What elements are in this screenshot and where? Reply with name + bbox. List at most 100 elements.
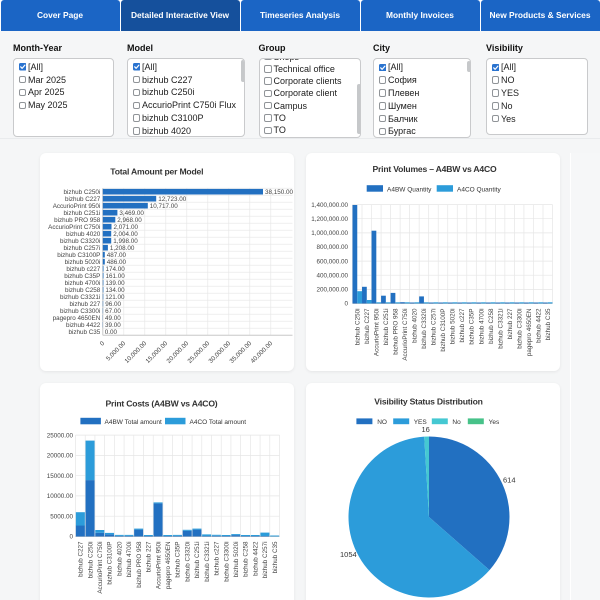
svg-text:39.00: 39.00 xyxy=(105,322,121,329)
svg-text:bizhub 4422: bizhub 4422 xyxy=(252,541,259,576)
svg-text:486.00: 486.00 xyxy=(106,259,126,266)
svg-text:2,071.00: 2,071.00 xyxy=(113,224,138,231)
svg-text:161.00: 161.00 xyxy=(105,273,125,280)
svg-text:400,000.00: 400,000.00 xyxy=(316,272,348,279)
svg-text:bizhub C35: bizhub C35 xyxy=(68,329,100,336)
svg-text:No: No xyxy=(452,419,461,426)
svg-text:bizhub 5020i: bizhub 5020i xyxy=(233,541,240,577)
svg-text:25000.00: 25000.00 xyxy=(46,432,73,439)
svg-text:A4BW Total amount: A4BW Total amount xyxy=(104,418,162,425)
svg-text:10000.00: 10000.00 xyxy=(46,493,73,500)
svg-text:bizhub PRO 958: bizhub PRO 958 xyxy=(392,308,399,355)
svg-text:bizhub C3321i: bizhub C3321i xyxy=(203,541,210,581)
svg-text:5000.00: 5000.00 xyxy=(50,513,73,520)
svg-text:bizhub c227: bizhub c227 xyxy=(213,541,220,575)
svg-text:bizhub C227: bizhub C227 xyxy=(364,308,371,344)
svg-text:bizhub C258: bizhub C258 xyxy=(242,541,249,577)
svg-text:1054: 1054 xyxy=(340,550,357,559)
svg-text:bizhub 4700i: bizhub 4700i xyxy=(478,308,485,344)
svg-text:bizhub 4020: bizhub 4020 xyxy=(65,231,100,238)
svg-text:bizhub PRO 958: bizhub PRO 958 xyxy=(54,217,101,224)
svg-text:200,000.00: 200,000.00 xyxy=(316,286,348,293)
svg-text:2,968.00: 2,968.00 xyxy=(117,217,142,224)
svg-text:bizhub C3300i: bizhub C3300i xyxy=(516,308,523,348)
svg-text:Print Volumes – A4BW vs A4CO: Print Volumes – A4BW vs A4CO xyxy=(372,164,496,174)
svg-text:bizhub C251i: bizhub C251i xyxy=(383,308,390,345)
svg-text:40,000.00: 40,000.00 xyxy=(249,340,274,365)
svg-text:bizhub C257i: bizhub C257i xyxy=(262,541,269,578)
svg-text:1,400,000.00: 1,400,000.00 xyxy=(311,202,348,209)
svg-text:bizhub C3320i: bizhub C3320i xyxy=(184,541,191,581)
svg-text:1,998.00: 1,998.00 xyxy=(113,238,138,245)
svg-text:0.00: 0.00 xyxy=(104,329,117,336)
svg-text:Total Amount per Model: Total Amount per Model xyxy=(110,166,203,176)
svg-text:A4CO Total amount: A4CO Total amount xyxy=(189,418,246,425)
svg-text:134.00: 134.00 xyxy=(105,287,125,294)
svg-text:Yes: Yes xyxy=(488,419,499,426)
svg-text:bizhub C3100P: bizhub C3100P xyxy=(57,252,100,259)
svg-text:A4BW Quantity: A4BW Quantity xyxy=(387,186,432,193)
svg-text:1,208.00: 1,208.00 xyxy=(109,245,134,252)
svg-text:38,150.00: 38,150.00 xyxy=(265,189,294,196)
svg-text:bizhub 5020i: bizhub 5020i xyxy=(449,308,456,344)
svg-text:bizhub 227: bizhub 227 xyxy=(69,301,100,308)
svg-text:614: 614 xyxy=(503,475,516,484)
svg-text:bizhub C3321i: bizhub C3321i xyxy=(497,308,504,348)
svg-text:A4CO Quantity: A4CO Quantity xyxy=(457,186,501,193)
svg-text:AccurioPrint 950i: AccurioPrint 950i xyxy=(373,308,380,356)
svg-text:0: 0 xyxy=(69,533,73,540)
svg-text:3,469.00: 3,469.00 xyxy=(119,210,144,217)
svg-text:bizhub C257i: bizhub C257i xyxy=(430,308,437,345)
svg-text:bizhub C258: bizhub C258 xyxy=(64,287,100,294)
svg-text:2,004.00: 2,004.00 xyxy=(113,231,138,238)
svg-text:bizhub C250i: bizhub C250i xyxy=(87,541,94,578)
svg-text:bizhub C3300i: bizhub C3300i xyxy=(60,308,100,315)
svg-text:1,200,000.00: 1,200,000.00 xyxy=(311,216,348,223)
svg-text:bizhub C3321i: bizhub C3321i xyxy=(60,294,100,301)
svg-text:bizhub C251i: bizhub C251i xyxy=(194,541,201,578)
svg-text:bizhub C35P: bizhub C35P xyxy=(468,308,475,344)
svg-text:1,000,000.00: 1,000,000.00 xyxy=(311,230,348,237)
svg-text:bizhub 4422: bizhub 4422 xyxy=(535,308,542,343)
svg-text:67.00: 67.00 xyxy=(105,308,121,315)
svg-text:121.00: 121.00 xyxy=(105,294,125,301)
svg-text:487.00: 487.00 xyxy=(106,252,126,259)
svg-text:pagepro 4650EN: pagepro 4650EN xyxy=(52,315,100,322)
svg-text:bizhub C3320i: bizhub C3320i xyxy=(60,238,100,245)
svg-text:0: 0 xyxy=(344,300,348,307)
svg-text:AccurioPrint 950i: AccurioPrint 950i xyxy=(155,541,162,589)
svg-text:96.00: 96.00 xyxy=(105,301,121,308)
svg-text:49.00: 49.00 xyxy=(105,315,121,322)
svg-text:bizhub 4700i: bizhub 4700i xyxy=(64,280,100,287)
svg-text:Visibility Status Distribution: Visibility Status Distribution xyxy=(374,396,482,406)
svg-text:Print Costs (A4BW vs A4CO): Print Costs (A4BW vs A4CO) xyxy=(105,398,217,408)
svg-text:AccurioPrint 950i: AccurioPrint 950i xyxy=(52,203,100,210)
svg-text:139.00: 139.00 xyxy=(105,280,125,287)
svg-text:bizhub C251i: bizhub C251i xyxy=(63,210,100,217)
svg-text:bizhub C250i: bizhub C250i xyxy=(63,189,100,196)
svg-text:174.00: 174.00 xyxy=(105,266,125,273)
svg-text:bizhub C3100P: bizhub C3100P xyxy=(440,308,447,351)
svg-text:bizhub C257i: bizhub C257i xyxy=(63,245,100,252)
svg-text:0: 0 xyxy=(98,340,106,348)
svg-text:bizhub C3100P: bizhub C3100P xyxy=(106,541,113,584)
svg-text:bizhub C258: bizhub C258 xyxy=(487,308,494,344)
svg-text:bizhub c227: bizhub c227 xyxy=(459,308,466,342)
svg-text:bizhub 4422: bizhub 4422 xyxy=(65,322,100,329)
svg-text:15000.00: 15000.00 xyxy=(46,472,73,479)
svg-text:10,717.00: 10,717.00 xyxy=(149,203,178,210)
svg-text:bizhub C35P: bizhub C35P xyxy=(174,541,181,577)
svg-text:AccurioPrint C750i: AccurioPrint C750i xyxy=(48,224,100,231)
svg-text:bizhub C227: bizhub C227 xyxy=(77,541,84,577)
svg-text:AccurioPrint C750i: AccurioPrint C750i xyxy=(97,541,104,593)
svg-text:AccurioPrint C750i: AccurioPrint C750i xyxy=(402,308,409,360)
svg-text:bizhub 4700i: bizhub 4700i xyxy=(126,541,133,577)
svg-text:16: 16 xyxy=(421,425,429,434)
svg-text:bizhub C35P: bizhub C35P xyxy=(64,273,100,280)
svg-text:bizhub C35: bizhub C35 xyxy=(271,541,278,573)
svg-text:bizhub c227: bizhub c227 xyxy=(66,266,100,273)
svg-text:20000.00: 20000.00 xyxy=(46,452,73,459)
svg-text:pagepro 4650EN: pagepro 4650EN xyxy=(165,541,172,589)
svg-text:bizhub C35: bizhub C35 xyxy=(544,308,551,340)
svg-text:NO: NO xyxy=(377,419,387,426)
